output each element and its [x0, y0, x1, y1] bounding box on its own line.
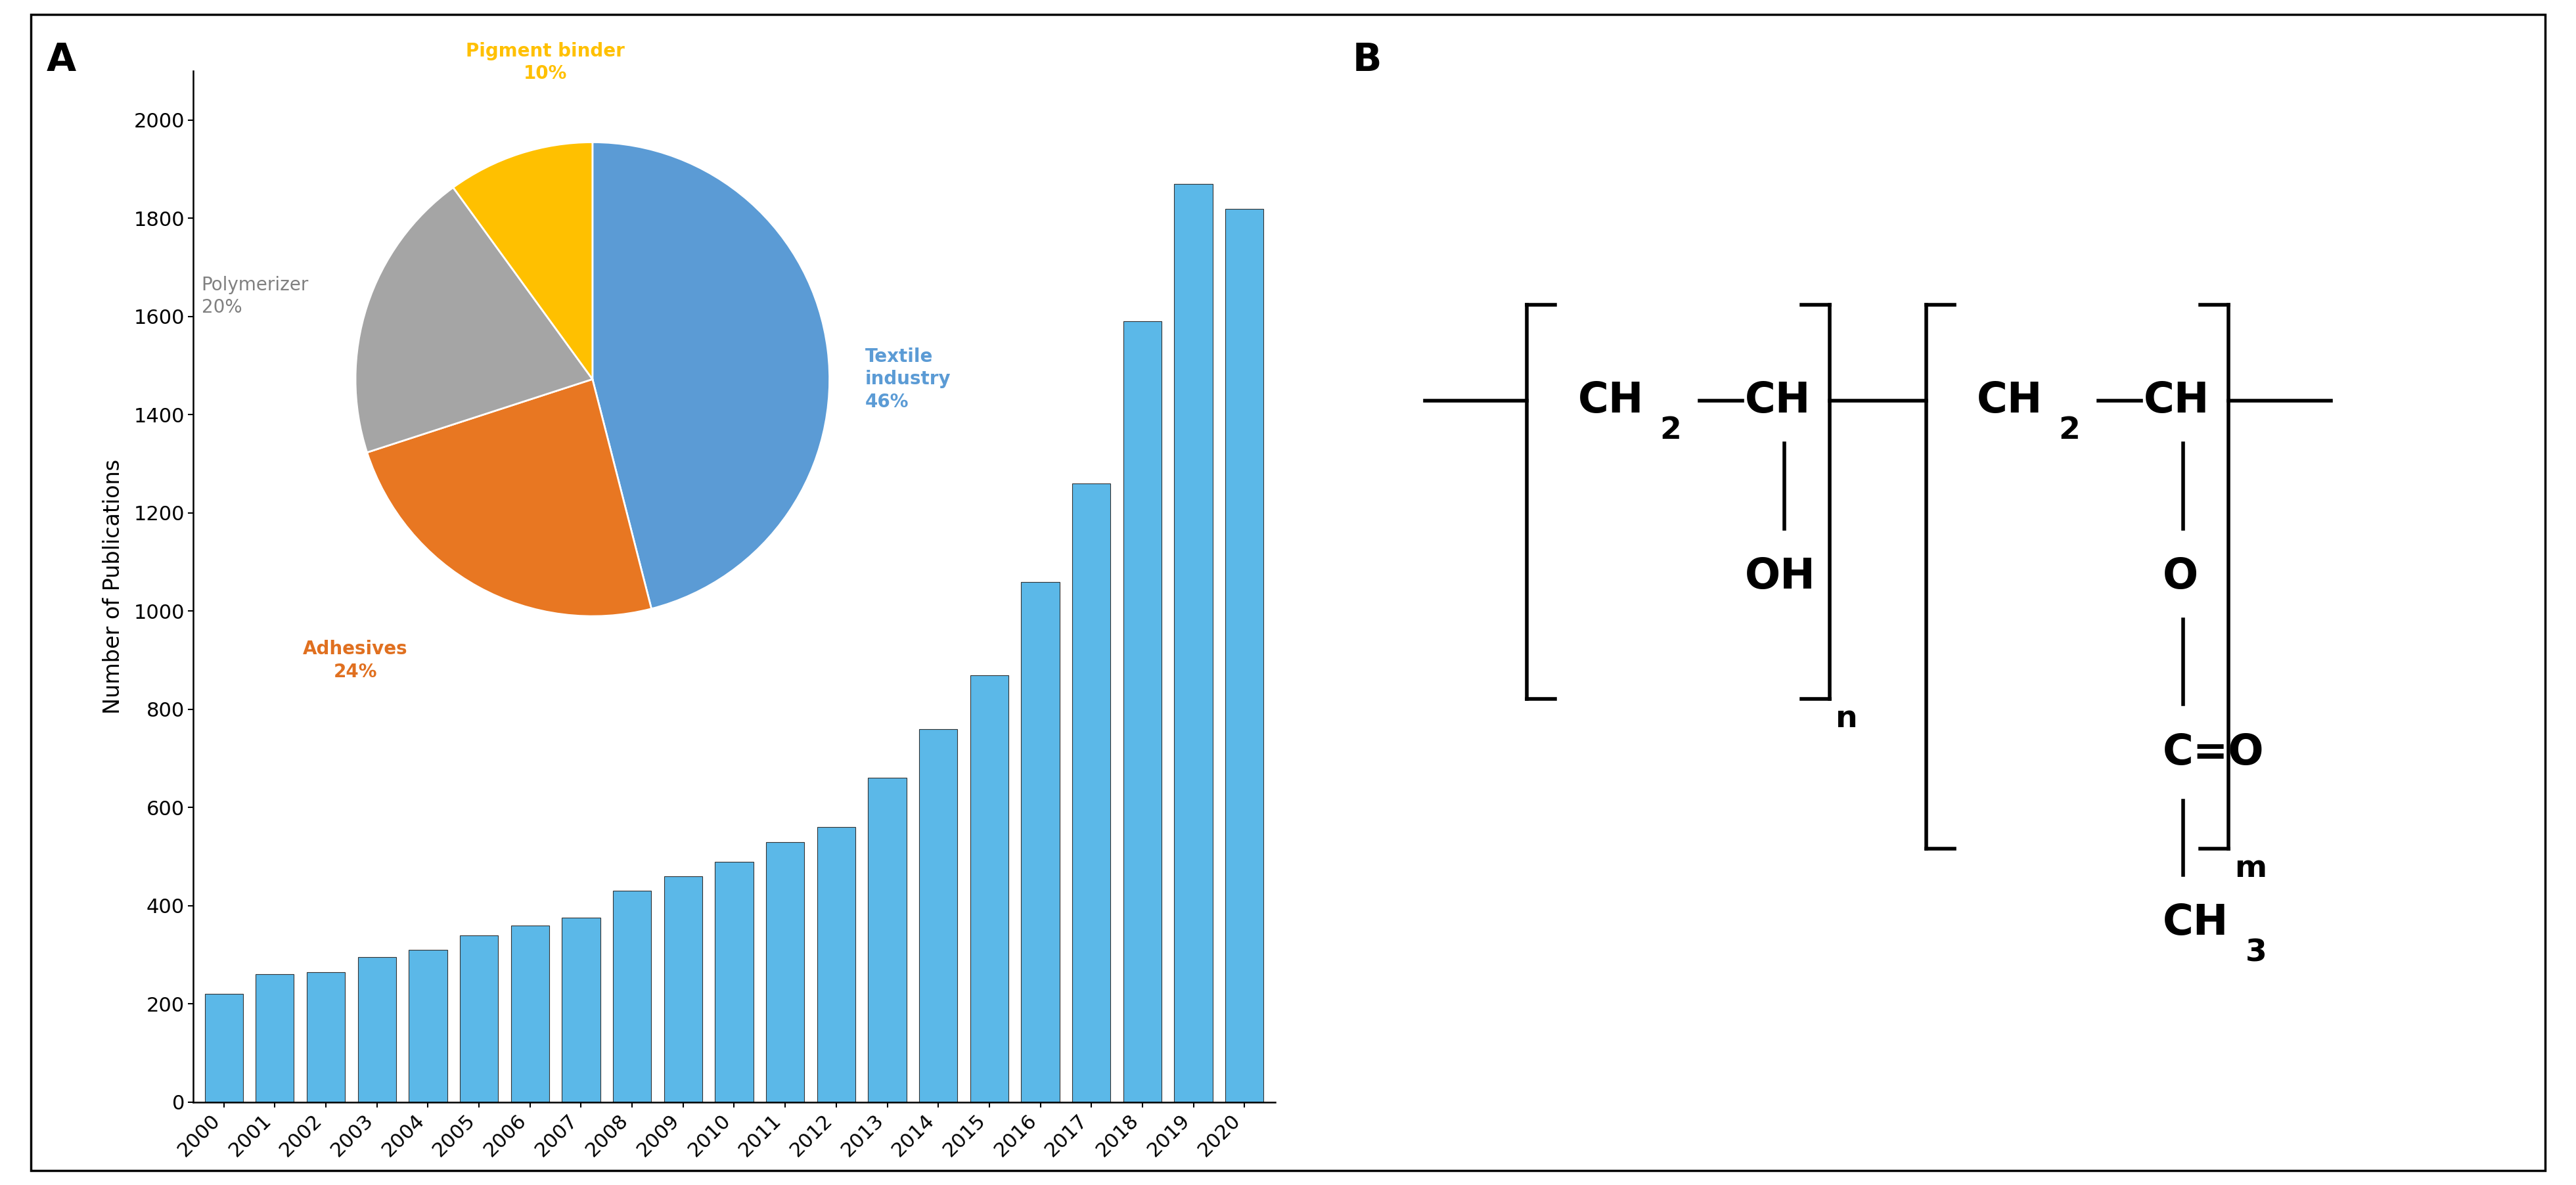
Text: O: O	[2164, 556, 2197, 597]
Bar	[971, 675, 1007, 1102]
Text: CH: CH	[2164, 903, 2228, 943]
Bar	[1123, 321, 1162, 1102]
Bar	[1226, 209, 1265, 1102]
Text: Textile
industry
46%: Textile industry 46%	[866, 347, 951, 411]
Wedge shape	[592, 142, 829, 609]
Text: Adhesives
24%: Adhesives 24%	[304, 640, 407, 681]
Bar	[716, 861, 752, 1102]
Bar	[613, 891, 652, 1102]
Y-axis label: Number of Publications: Number of Publications	[103, 459, 124, 715]
Bar	[410, 950, 448, 1102]
Bar	[817, 827, 855, 1102]
Text: A: A	[46, 41, 77, 79]
Text: 2: 2	[1659, 416, 1682, 446]
Bar	[461, 935, 497, 1102]
Text: n: n	[1834, 704, 1857, 734]
Bar	[665, 876, 703, 1102]
Bar	[510, 925, 549, 1102]
Wedge shape	[453, 142, 592, 379]
Text: 3: 3	[2246, 939, 2267, 968]
Bar	[1175, 184, 1213, 1102]
Bar	[307, 972, 345, 1102]
Wedge shape	[355, 187, 592, 453]
Wedge shape	[366, 379, 652, 616]
Text: B: B	[1352, 41, 1381, 79]
Text: m: m	[2233, 853, 2267, 883]
Bar	[868, 779, 907, 1102]
Bar	[255, 974, 294, 1102]
Bar	[358, 957, 397, 1102]
Bar	[204, 994, 242, 1102]
Text: C=O: C=O	[2164, 732, 2264, 773]
Text: CH: CH	[2143, 380, 2210, 421]
Text: OH: OH	[1744, 556, 1816, 597]
Bar	[920, 729, 958, 1102]
Text: Polymerizer
20%: Polymerizer 20%	[201, 276, 309, 316]
Bar	[1072, 483, 1110, 1102]
Text: CH: CH	[1744, 380, 1811, 421]
Text: CH: CH	[1579, 380, 1643, 421]
Text: CH: CH	[1976, 380, 2043, 421]
Text: Pigment binder
10%: Pigment binder 10%	[466, 41, 623, 83]
Bar	[1020, 582, 1059, 1102]
Bar	[562, 918, 600, 1102]
Bar	[765, 841, 804, 1102]
Text: 2: 2	[2058, 416, 2081, 446]
